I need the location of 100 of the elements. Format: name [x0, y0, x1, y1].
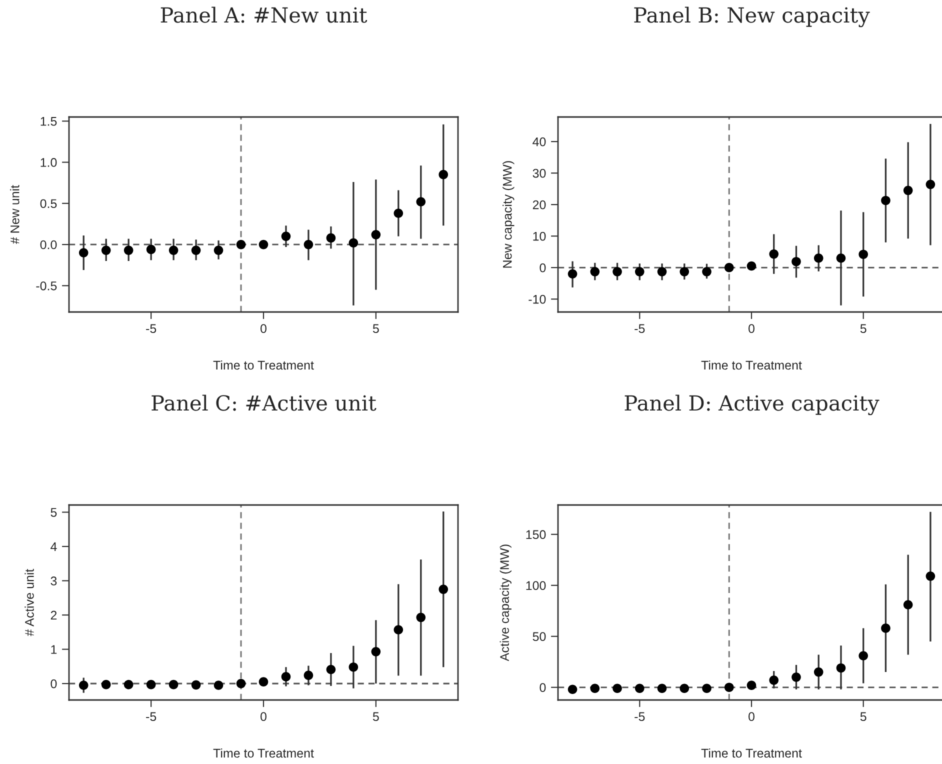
x-tick-label: -5 [634, 324, 645, 333]
point [881, 624, 890, 633]
point [568, 684, 578, 694]
point [304, 240, 314, 250]
point [394, 625, 404, 634]
y-tick-label: 0.5 [40, 199, 57, 208]
point [78, 248, 88, 258]
y-tick-label: 40 [532, 137, 546, 146]
point [657, 267, 667, 276]
y-tick-label: 1 [51, 645, 57, 654]
point [858, 250, 868, 260]
y-axis-title: New capacity (MW) [502, 161, 514, 268]
x-axis-title: Time to Treatment [701, 748, 802, 758]
y-tick-label: 1.0 [40, 158, 57, 167]
y-tick-label: 0 [50, 679, 57, 688]
point [371, 230, 381, 240]
point [724, 682, 734, 692]
point [124, 246, 134, 255]
y-tick-label: -10 [528, 294, 546, 304]
point [657, 684, 667, 694]
point [590, 684, 600, 694]
point [903, 600, 913, 610]
x-tick-label: -5 [146, 324, 156, 333]
x-axis-title: Time to Treatment [213, 360, 314, 370]
point [371, 647, 381, 656]
x-tick-label: 0 [748, 712, 754, 721]
point [858, 651, 868, 660]
x-axis-title: Time to Treatment [701, 360, 802, 370]
x-tick-label: 0 [748, 324, 754, 333]
point [702, 267, 712, 276]
point [191, 680, 201, 690]
point [416, 612, 426, 622]
point [236, 678, 246, 688]
point [836, 253, 846, 263]
chart-title: Panel C: #Active unit [152, 394, 376, 411]
y-tick-label: -0.5 [36, 281, 57, 290]
point [281, 232, 291, 241]
point [214, 680, 224, 690]
point [146, 244, 156, 254]
point [634, 684, 644, 694]
point [836, 663, 846, 673]
y-tick-label: 50 [532, 632, 546, 642]
point [326, 233, 336, 243]
point [258, 240, 268, 250]
y-tick-label: 1.5 [40, 117, 57, 126]
point [612, 684, 622, 694]
chart-title: Panel A: #New unit [160, 6, 368, 23]
y-axis-title: Active capacity (MW) [500, 544, 512, 662]
point [590, 267, 600, 276]
point [680, 267, 690, 276]
point [612, 267, 622, 276]
x-axis-title: Time to Treatment [213, 748, 314, 758]
y-tick-label: 0 [540, 683, 546, 692]
y-tick-label: 10 [533, 232, 546, 241]
x-tick-label: -5 [634, 712, 645, 721]
point [168, 246, 178, 255]
point [101, 246, 111, 255]
point [702, 684, 712, 694]
point [724, 262, 734, 272]
point [926, 572, 936, 581]
point [258, 677, 268, 686]
point [438, 170, 448, 180]
y-tick-label: 30 [532, 168, 546, 178]
y-tick-label: 20 [532, 200, 546, 210]
y-tick-label: 100 [526, 581, 546, 590]
y-tick-label: 0 [540, 263, 546, 272]
point [348, 238, 358, 248]
point [926, 180, 936, 190]
point [746, 261, 756, 271]
point [438, 584, 448, 594]
point [792, 672, 801, 682]
x-tick-label: 0 [260, 324, 266, 333]
point [680, 684, 690, 694]
point [326, 664, 336, 674]
point [814, 253, 824, 263]
x-tick-label: 5 [372, 712, 379, 721]
y-axis-title: # New unit [10, 185, 20, 244]
point [416, 197, 426, 206]
point [124, 680, 134, 690]
x-tick-label: 5 [860, 324, 866, 333]
y-tick-label: 150 [526, 530, 546, 540]
point [634, 267, 644, 276]
point [101, 680, 111, 690]
x-tick-label: 5 [372, 324, 379, 333]
chart-title: Panel D: Active capacity [624, 394, 880, 416]
point [214, 246, 224, 255]
point [191, 246, 201, 255]
y-tick-label: 4 [50, 542, 57, 551]
point [304, 670, 314, 680]
x-tick-label: 0 [260, 712, 266, 721]
point [769, 676, 779, 685]
y-axis-title: # Active unit [24, 568, 34, 636]
y-tick-label: 3 [50, 576, 57, 586]
chart-title: Panel B: New capacity [634, 6, 870, 28]
point [236, 240, 246, 250]
y-tick-label: 0.0 [40, 240, 57, 250]
point [568, 269, 578, 279]
point [881, 196, 890, 206]
point [394, 208, 404, 218]
point [281, 672, 291, 682]
